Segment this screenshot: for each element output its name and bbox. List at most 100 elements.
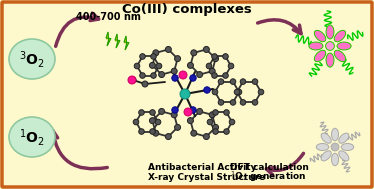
Circle shape <box>213 129 218 134</box>
Circle shape <box>150 129 155 134</box>
Circle shape <box>187 118 193 124</box>
Circle shape <box>209 112 215 118</box>
Circle shape <box>191 130 197 136</box>
Circle shape <box>218 79 224 84</box>
Ellipse shape <box>341 143 354 150</box>
Circle shape <box>133 119 139 125</box>
Circle shape <box>252 79 258 84</box>
Circle shape <box>197 108 203 115</box>
Circle shape <box>207 119 213 125</box>
Circle shape <box>150 62 156 68</box>
Circle shape <box>134 63 140 69</box>
Circle shape <box>128 76 136 84</box>
Circle shape <box>224 129 229 134</box>
Polygon shape <box>124 36 128 50</box>
Circle shape <box>139 129 144 134</box>
Circle shape <box>190 107 196 113</box>
Circle shape <box>228 63 234 69</box>
Circle shape <box>212 56 218 62</box>
Circle shape <box>230 100 236 105</box>
Circle shape <box>229 119 235 125</box>
Circle shape <box>151 54 156 59</box>
Circle shape <box>150 110 155 115</box>
Text: Antibacterial Activity: Antibacterial Activity <box>148 163 257 171</box>
Circle shape <box>184 108 192 116</box>
Circle shape <box>151 73 156 78</box>
Circle shape <box>212 89 218 95</box>
Ellipse shape <box>326 53 334 67</box>
Circle shape <box>153 130 159 136</box>
Ellipse shape <box>314 30 326 42</box>
Circle shape <box>236 89 242 95</box>
Text: 400-700 nm: 400-700 nm <box>76 12 141 22</box>
Circle shape <box>331 143 339 151</box>
Ellipse shape <box>326 25 334 39</box>
Circle shape <box>213 110 218 115</box>
Circle shape <box>191 50 197 56</box>
Circle shape <box>156 63 162 69</box>
Circle shape <box>140 54 145 59</box>
Circle shape <box>179 71 187 79</box>
Ellipse shape <box>309 42 323 50</box>
Circle shape <box>187 62 193 68</box>
Ellipse shape <box>321 133 331 143</box>
Circle shape <box>212 124 218 130</box>
Circle shape <box>150 118 156 124</box>
Circle shape <box>171 112 177 118</box>
Ellipse shape <box>334 30 346 42</box>
Circle shape <box>224 110 229 115</box>
Circle shape <box>155 119 161 125</box>
Circle shape <box>165 134 171 139</box>
Circle shape <box>223 73 228 78</box>
Circle shape <box>203 46 209 52</box>
Ellipse shape <box>334 50 346 62</box>
Circle shape <box>172 107 178 113</box>
Circle shape <box>197 72 203 77</box>
Circle shape <box>175 124 181 130</box>
Circle shape <box>172 75 178 81</box>
Circle shape <box>223 54 228 59</box>
Text: $^3$O$_2$: $^3$O$_2$ <box>19 49 45 70</box>
Circle shape <box>212 54 217 59</box>
Text: X-ray Crystal Structure: X-ray Crystal Structure <box>148 173 265 181</box>
Text: $^1$O$_2$: $^1$O$_2$ <box>19 126 45 147</box>
Ellipse shape <box>314 50 326 62</box>
Circle shape <box>142 81 148 87</box>
FancyBboxPatch shape <box>2 2 372 187</box>
Circle shape <box>165 46 171 52</box>
Circle shape <box>326 42 334 50</box>
Ellipse shape <box>331 128 338 141</box>
Circle shape <box>139 110 144 115</box>
Circle shape <box>180 89 190 99</box>
Circle shape <box>130 77 136 83</box>
Circle shape <box>175 56 181 62</box>
Circle shape <box>171 68 177 74</box>
Text: $^1$O$_2$ generation: $^1$O$_2$ generation <box>230 170 306 184</box>
Circle shape <box>218 100 224 105</box>
Text: DFT calculation: DFT calculation <box>230 163 309 171</box>
Ellipse shape <box>339 151 349 161</box>
Ellipse shape <box>9 117 55 157</box>
Circle shape <box>159 72 165 77</box>
Circle shape <box>209 68 215 74</box>
Circle shape <box>206 63 212 69</box>
Circle shape <box>240 100 246 105</box>
Text: Co(III) complexes: Co(III) complexes <box>122 4 252 16</box>
Circle shape <box>234 89 240 95</box>
Circle shape <box>252 100 258 105</box>
Ellipse shape <box>321 151 331 161</box>
Circle shape <box>159 108 165 115</box>
Circle shape <box>204 87 210 93</box>
Circle shape <box>258 89 264 95</box>
Circle shape <box>153 50 159 56</box>
Circle shape <box>140 73 145 78</box>
Polygon shape <box>115 34 119 48</box>
Ellipse shape <box>9 39 55 79</box>
Circle shape <box>190 75 196 81</box>
Polygon shape <box>106 32 110 46</box>
Circle shape <box>240 79 246 84</box>
Ellipse shape <box>337 42 351 50</box>
Ellipse shape <box>316 143 329 150</box>
Circle shape <box>203 134 209 139</box>
Ellipse shape <box>331 153 338 166</box>
